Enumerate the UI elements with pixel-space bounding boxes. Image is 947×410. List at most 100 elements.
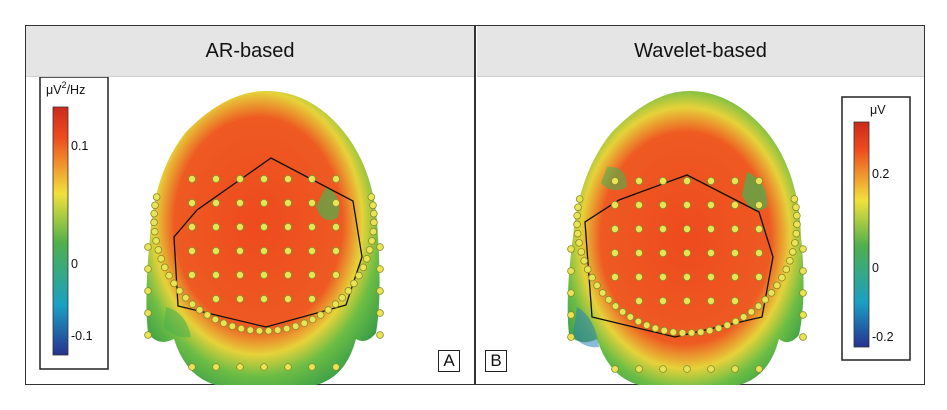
electrode-marker <box>369 201 377 210</box>
colorbar-a-tick-low: -0.1 <box>71 329 93 343</box>
electrode-marker <box>235 199 244 208</box>
electrode-marker <box>144 265 152 273</box>
electrode-marker <box>331 222 340 231</box>
electrode-marker <box>260 363 268 371</box>
electrode-marker <box>283 246 292 255</box>
panel-a-label: A <box>438 350 460 372</box>
electrode-marker <box>799 311 807 319</box>
electrode-marker <box>706 224 715 233</box>
electrode-marker <box>696 328 705 336</box>
roi-outline-a <box>173 157 363 328</box>
electrode-marker <box>730 177 739 186</box>
electrode-marker <box>144 309 152 317</box>
electrode-marker <box>144 243 152 251</box>
electrode-marker <box>359 263 368 272</box>
electrode-marker <box>793 211 801 220</box>
electrode-marker <box>567 311 575 319</box>
electrode-marker <box>618 308 627 316</box>
electrode-marker <box>259 246 268 255</box>
electrode-marker <box>308 315 317 324</box>
electrode-marker <box>754 248 763 257</box>
electrode-marker <box>682 272 691 281</box>
electrode-marker <box>283 294 292 303</box>
electrode-marker <box>754 224 763 233</box>
electrode-marker <box>706 177 715 186</box>
electrode-marker <box>714 324 723 333</box>
electrode-marker <box>790 195 799 203</box>
electrode-marker <box>284 363 292 371</box>
electrode-marker <box>367 193 376 201</box>
electrode-marker <box>682 224 691 233</box>
electrode-marker <box>658 248 667 257</box>
electrode-marker <box>773 281 781 290</box>
electrode-marker <box>567 289 575 297</box>
colorbar-a-box <box>39 77 109 370</box>
electrode-marker <box>792 203 800 212</box>
electrode-marker <box>273 326 282 334</box>
electrode-marker <box>144 287 152 295</box>
electrode-marker <box>723 321 732 330</box>
electrode-marker <box>283 270 292 279</box>
electrode-marker <box>283 199 292 208</box>
electrode-marker <box>282 324 291 333</box>
electrode-marker <box>350 279 358 288</box>
electrode-marker <box>634 248 643 257</box>
electrode-marker <box>188 300 197 308</box>
electrode-marker <box>259 270 268 279</box>
electrode-marker <box>792 229 801 238</box>
electrode-marker <box>211 175 220 184</box>
electrode-marker <box>235 246 244 255</box>
electrode-marker <box>212 363 220 371</box>
panel-ar-based: AR-based <box>26 26 474 385</box>
electrode-marker <box>610 177 619 186</box>
electrode-marker <box>658 272 667 281</box>
roi-outline-b <box>584 174 774 338</box>
colorbar-a-scale <box>52 106 69 356</box>
electrode-marker <box>761 295 770 304</box>
electrode-marker <box>706 248 715 257</box>
electrode-marker <box>799 245 807 253</box>
electrode-marker <box>235 270 244 279</box>
panel-b-scene: μV 0.2 0 -0.2 <box>567 91 911 385</box>
electrode-marker <box>368 237 376 245</box>
electrode-marker <box>730 201 739 210</box>
colorbar-b-tick-high: 0.2 <box>872 167 889 181</box>
electrode-marker <box>730 296 739 305</box>
electrode-marker <box>634 296 643 305</box>
electrode-marker <box>658 177 667 186</box>
electrode-marker <box>170 279 178 288</box>
electrode-marker <box>707 365 715 373</box>
electrode-marker <box>658 224 667 233</box>
electrode-marker <box>331 246 340 255</box>
electrode-marker <box>799 267 807 275</box>
electrode-marker <box>634 317 643 326</box>
electrode-marker <box>706 296 715 305</box>
electrode-marker <box>754 201 763 210</box>
electrode-marker <box>593 281 601 290</box>
electrode-marker <box>187 199 196 208</box>
electrode-marker <box>754 177 763 186</box>
electrode-marker <box>731 365 739 373</box>
electrode-marker <box>782 265 791 274</box>
electrode-marker <box>283 222 292 231</box>
electrode-marker <box>365 246 374 254</box>
electrodes-a <box>144 175 384 371</box>
electrode-marker <box>634 224 643 233</box>
electrode-marker <box>731 317 740 326</box>
electrode-marker <box>211 270 220 279</box>
electrode-marker <box>195 306 204 314</box>
electrode-marker <box>642 321 651 330</box>
electrode-marker <box>160 263 169 272</box>
electrode-marker <box>635 365 643 373</box>
electrode-marker <box>211 294 220 303</box>
colorbar-a-tick-high: 0.1 <box>71 139 88 153</box>
electrode-marker <box>634 177 643 186</box>
electrode-marker <box>308 363 316 371</box>
electrode-marker <box>660 326 669 335</box>
electrode-marker <box>799 333 807 341</box>
electrode-marker <box>332 363 340 371</box>
electrode-marker <box>235 294 244 303</box>
electrode-marker <box>235 222 244 231</box>
electrode-marker <box>610 272 619 281</box>
colorbar-b-tick-zero: 0 <box>872 261 879 275</box>
